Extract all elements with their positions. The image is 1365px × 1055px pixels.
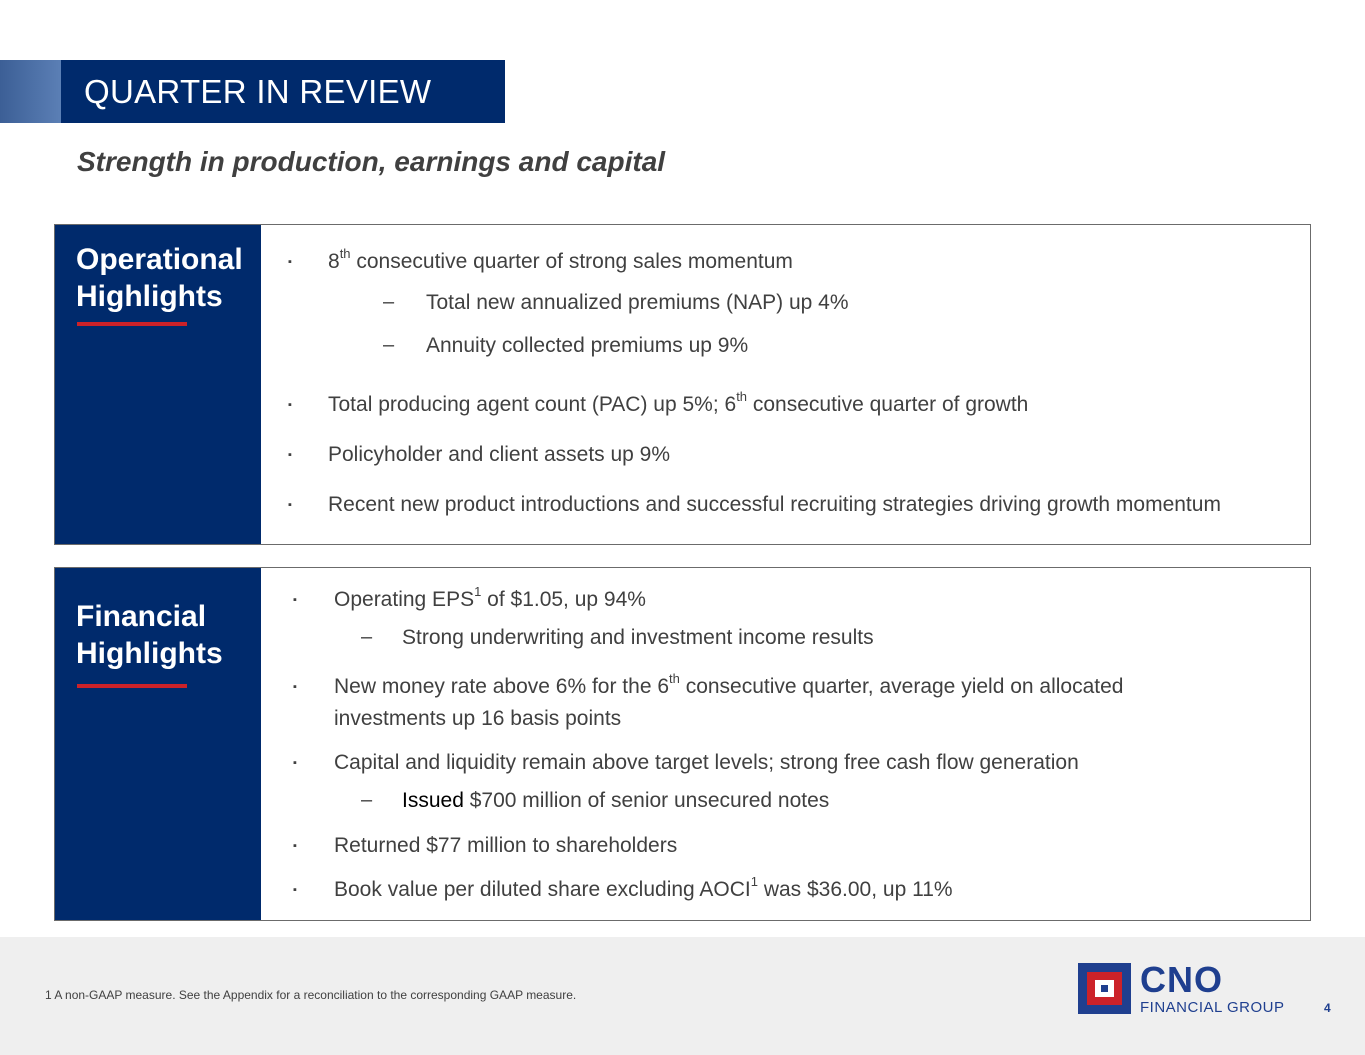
logo-tagline: FINANCIAL GROUP xyxy=(1140,999,1285,1016)
list-item: Operating EPS1 of $1.05, up 94% xyxy=(334,584,646,611)
panel-sidebar: Financial Highlights xyxy=(55,568,261,920)
list-item: Capital and liquidity remain above targe… xyxy=(334,751,1079,774)
bullet-icon: ▪ xyxy=(288,499,292,511)
list-item: Recent new product introductions and suc… xyxy=(328,493,1221,516)
list-item: Total producing agent count (PAC) up 5%;… xyxy=(328,389,1029,416)
list-item: Returned $77 million to shareholders xyxy=(334,834,678,857)
dash-icon: – xyxy=(383,291,395,313)
dash-icon: – xyxy=(383,334,395,356)
panel-sidebar: Operational Highlights xyxy=(55,225,261,544)
heading-line: Operational xyxy=(76,243,243,276)
heading-line: Highlights xyxy=(76,280,223,313)
bullet-icon: ▪ xyxy=(288,399,292,411)
list-item: 8th consecutive quarter of strong sales … xyxy=(328,246,793,273)
heading-underline xyxy=(77,322,187,326)
slide-subtitle: Strength in production, earnings and cap… xyxy=(77,146,666,177)
bullet-icon: ▪ xyxy=(293,757,297,769)
list-subitem: Total new annualized premiums (NAP) up 4… xyxy=(426,291,849,314)
dash-icon: – xyxy=(361,626,373,648)
financial-heading: Financial Highlights xyxy=(76,598,223,672)
bullet-icon: ▪ xyxy=(288,256,292,268)
slide-title: QUARTER IN REVIEW xyxy=(61,60,505,123)
bullet-icon: ▪ xyxy=(288,449,292,461)
list-item-continuation: investments up 16 basis points xyxy=(334,707,622,730)
list-subitem: Strong underwriting and investment incom… xyxy=(402,626,874,649)
heading-line: Highlights xyxy=(76,637,223,670)
logo-wordmark: CNO xyxy=(1140,959,1223,1000)
heading-line: Financial xyxy=(76,600,207,633)
list-item: Book value per diluted share excluding A… xyxy=(334,874,953,901)
operational-highlights-panel: Operational Highlights ▪ 8th consecutive… xyxy=(54,224,1311,545)
dash-icon: – xyxy=(361,789,373,811)
list-subitem: Annuity collected premiums up 9% xyxy=(426,334,749,357)
operational-heading: Operational Highlights xyxy=(76,241,243,315)
title-accent-block xyxy=(0,60,61,123)
footer: 1 A non-GAAP measure. See the Appendix f… xyxy=(0,937,1365,1055)
cno-logo-icon xyxy=(1078,963,1131,1014)
financial-highlights-panel: Financial Highlights ▪ Operating EPS1 of… xyxy=(54,567,1311,921)
bullet-icon: ▪ xyxy=(293,594,297,606)
list-subitem: Issued $700 million of senior unsecured … xyxy=(402,789,830,812)
page-number: 4 xyxy=(1324,1001,1331,1015)
list-item: Policyholder and client assets up 9% xyxy=(328,443,671,466)
bullet-icon: ▪ xyxy=(293,681,297,693)
list-item: New money rate above 6% for the 6th cons… xyxy=(334,671,1124,698)
bullet-icon: ▪ xyxy=(293,884,297,896)
bullet-icon: ▪ xyxy=(293,840,297,852)
heading-underline xyxy=(77,684,187,688)
footnote: 1 A non-GAAP measure. See the Appendix f… xyxy=(45,988,577,1002)
